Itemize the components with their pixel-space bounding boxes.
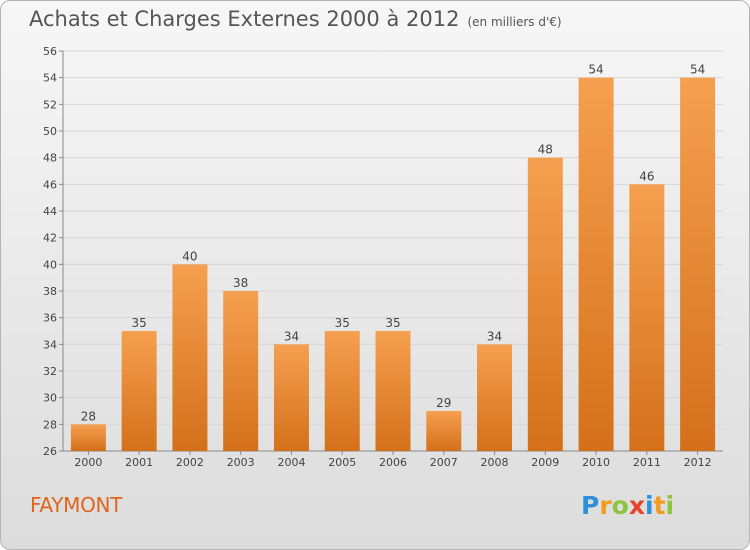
bar [426,411,462,451]
x-tick-label: 2010 [582,456,610,469]
y-tick-label: 44 [43,205,57,218]
x-tick-label: 2004 [277,456,305,469]
y-tick-label: 38 [43,285,57,298]
logo-letter: x [628,491,645,520]
chart-header: Achats et Charges Externes 2000 à 2012 (e… [29,7,562,31]
y-tick-label: 40 [43,258,57,271]
y-tick-label: 36 [43,312,57,325]
y-tick-label: 54 [43,72,57,85]
bar [121,331,157,451]
chart-subtitle: (en milliers d'€) [467,15,562,29]
logo-letter: o [611,491,629,520]
chart-title: Achats et Charges Externes 2000 à 2012 [29,7,460,31]
logo-letter: r [599,491,612,520]
bar [172,264,208,451]
value-labels: 28 35 40 38 34 35 35 29 34 48 54 46 54 [81,63,706,424]
x-tick-label: 2008 [481,456,509,469]
y-tick-label: 34 [43,338,57,351]
bar [223,291,259,451]
x-tick-label: 2003 [227,456,255,469]
bar-value-label: 35 [385,316,400,330]
y-tick-label: 50 [43,125,57,138]
bar-value-label: 48 [538,143,553,157]
bar [324,331,360,451]
x-tick-label: 2007 [430,456,458,469]
bar [273,344,309,451]
bars [70,77,716,452]
y-tick-label: 46 [43,178,57,191]
y-tick-label: 28 [43,418,57,431]
x-tick-label: 2012 [684,456,712,469]
bar [578,77,614,452]
bar [477,344,513,451]
bar-value-label: 34 [284,329,299,343]
bar-value-label: 40 [182,249,197,263]
bar-value-label: 38 [233,276,248,290]
bar-value-label: 54 [588,63,603,77]
y-tick-label: 26 [43,445,57,458]
y-tick-label: 32 [43,365,57,378]
logo-letter: P [581,491,600,520]
y-tick-label: 42 [43,232,57,245]
y-tick-label: 56 [43,45,57,58]
bar [680,77,716,452]
logo-letter: t [653,491,666,520]
bar [70,424,106,451]
bar [527,157,563,451]
bar [375,331,411,451]
bar-value-label: 35 [132,316,147,330]
x-tick-label: 2001 [125,456,153,469]
y-tick-label: 52 [43,98,57,111]
x-tick-label: 2002 [176,456,204,469]
bar-value-label: 34 [487,329,502,343]
commune-name: FAYMONT [30,493,123,517]
bar-value-label: 46 [639,169,654,183]
x-tick-label: 2009 [531,456,559,469]
logo-letter: i [665,491,675,520]
logo-letter: i [645,491,654,520]
bar-value-label: 54 [690,63,705,77]
x-tick-label: 2006 [379,456,407,469]
x-tick-label: 2011 [633,456,661,469]
bar-value-label: 28 [81,409,96,423]
x-tick-label: 2005 [328,456,356,469]
y-tick-label: 48 [43,152,57,165]
bar-value-label: 35 [335,316,350,330]
bar-value-label: 29 [436,396,451,410]
proxiti-logo[interactable]: Proxiti [581,491,674,520]
y-tick-label: 30 [43,392,57,405]
x-tick-label: 2000 [74,456,102,469]
bar [629,184,665,452]
